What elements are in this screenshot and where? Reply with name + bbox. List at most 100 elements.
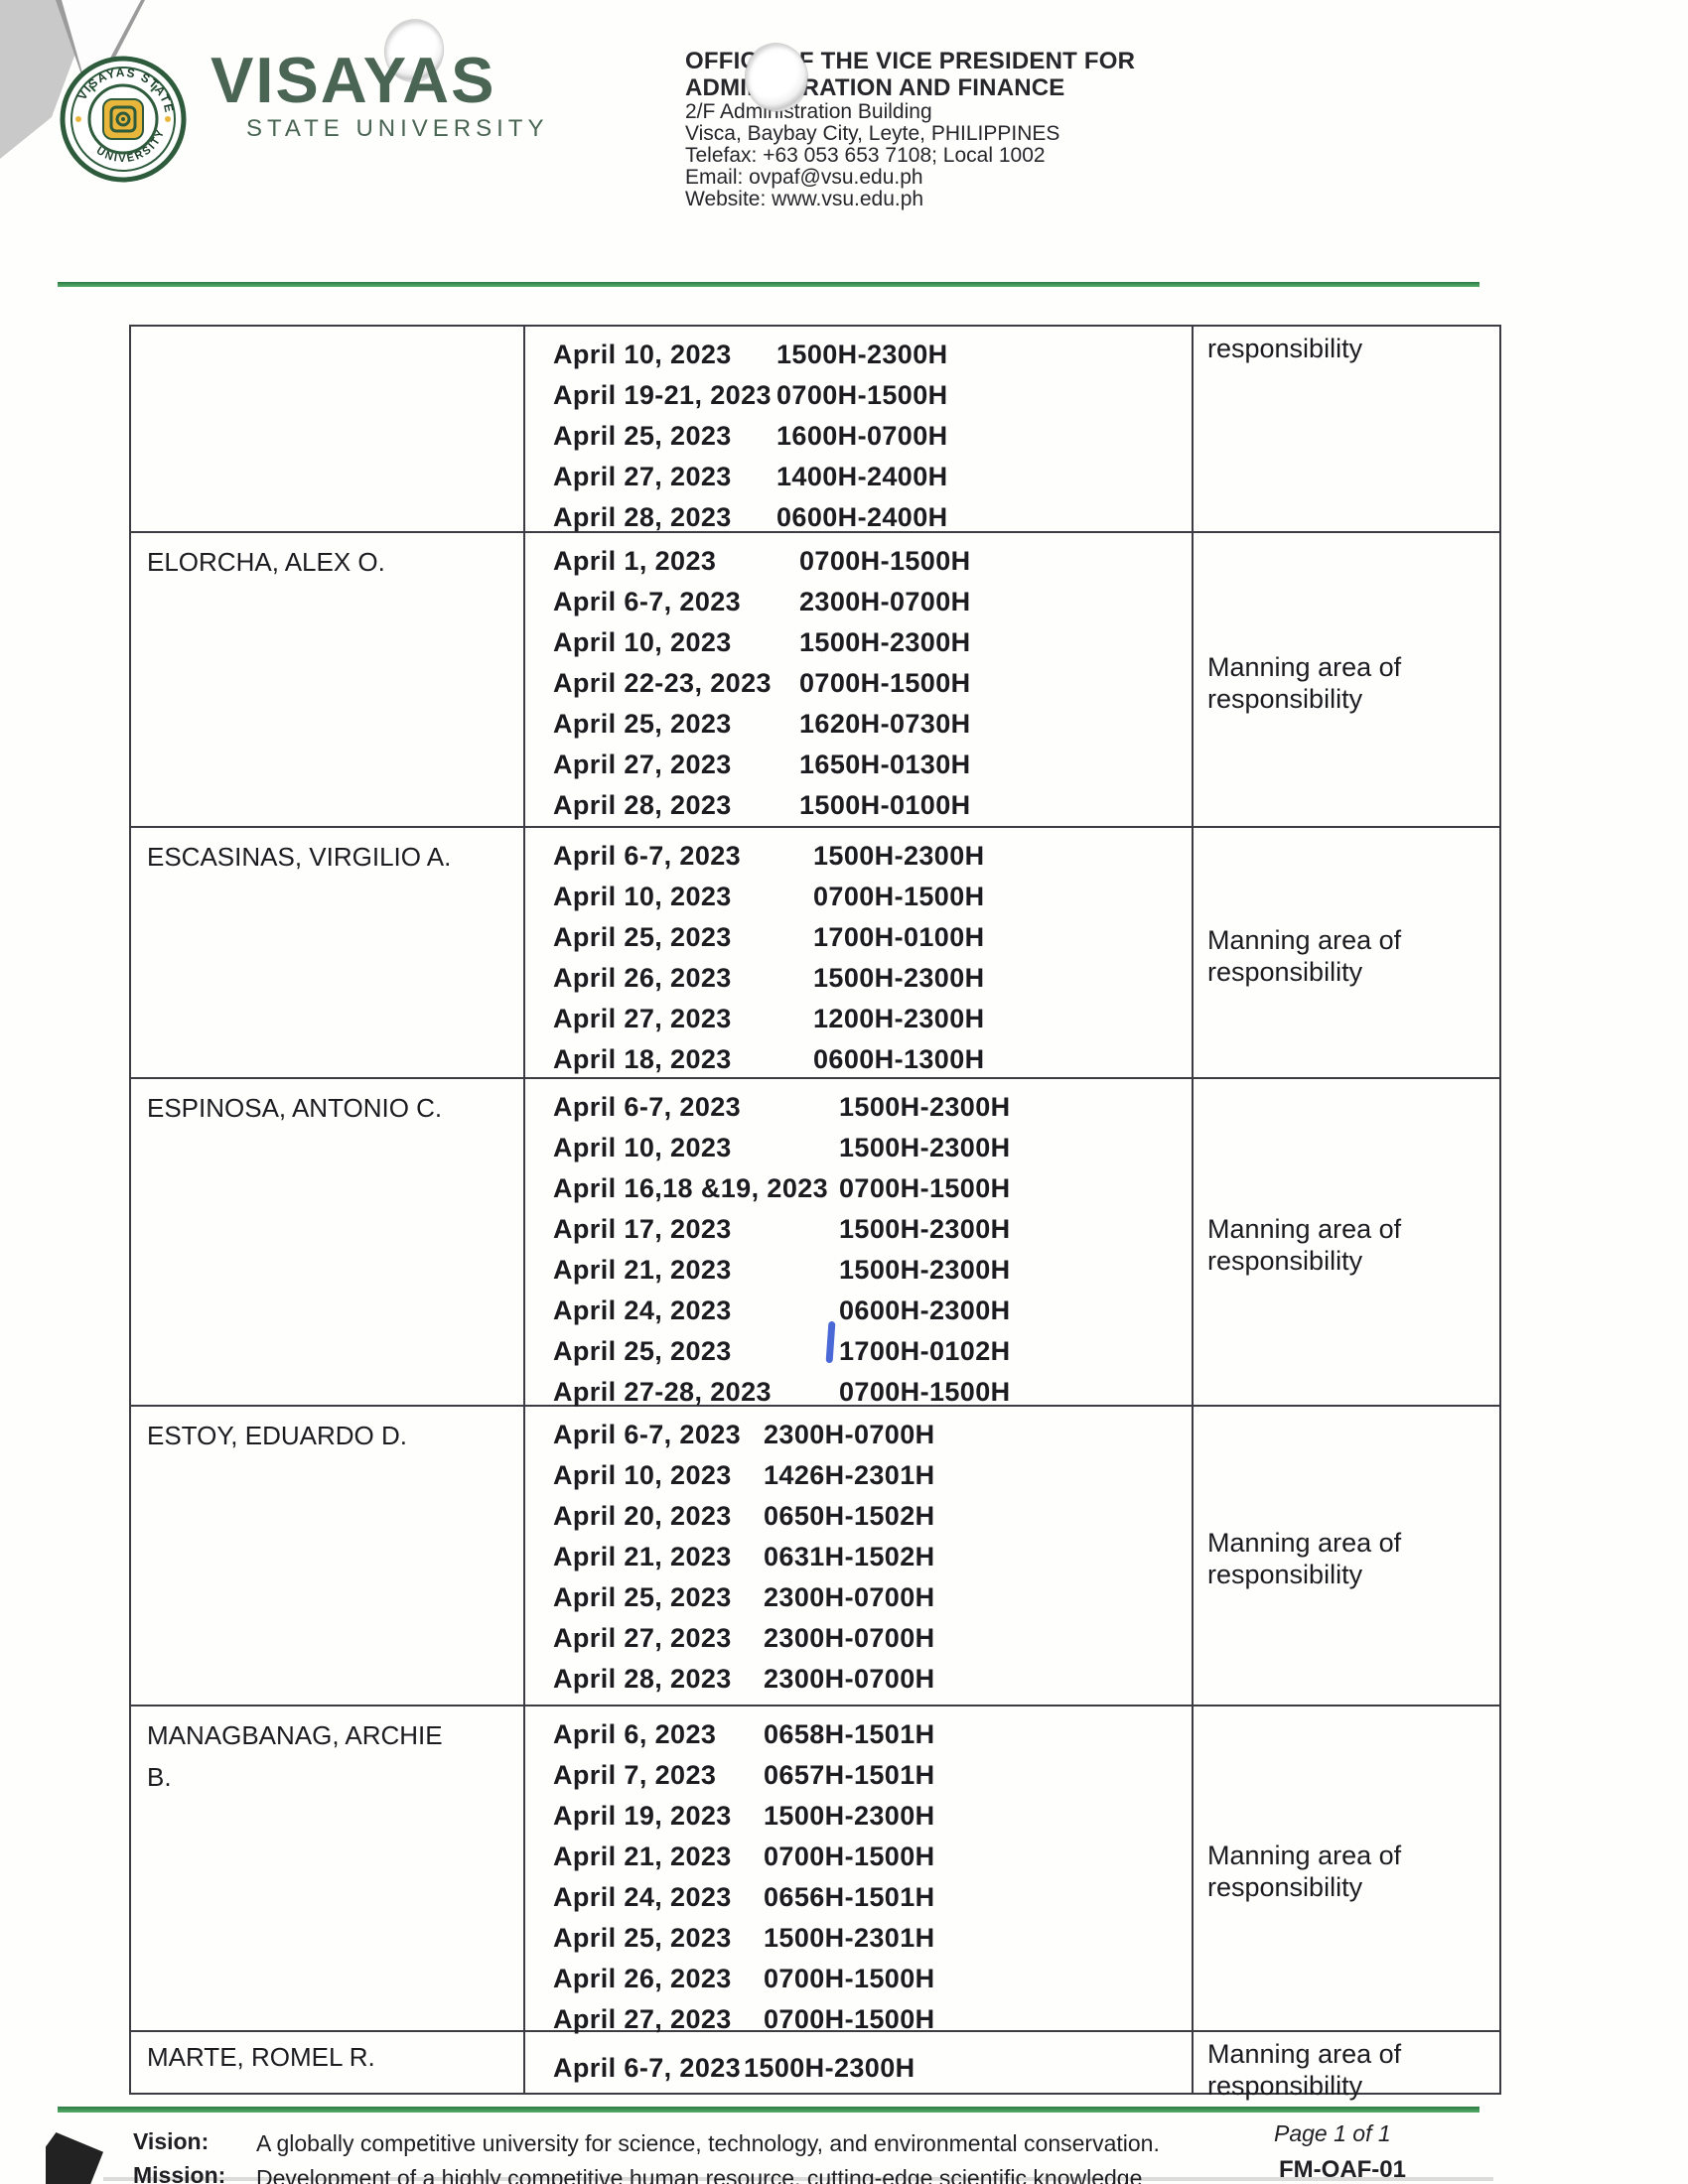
duty-date: April 6-7, 2023	[553, 2053, 742, 2083]
duty-date: April 18, 2023	[553, 1044, 732, 1074]
duty-date: April 28, 2023	[553, 502, 732, 532]
schedule-entry: April 27, 2023 1400H-2400H	[553, 457, 1192, 497]
employee-name-cell: ESCASINAS, VIRGILIO A.	[131, 828, 525, 1077]
schedule-entry: April 6-7, 2023 1500H-2300H	[553, 2048, 1192, 2089]
schedule-entry: April 6, 2023 0658H-1501H	[553, 1714, 1192, 1755]
duty-time: 1600H-0700H	[776, 421, 948, 451]
duty-date: April 25, 2023	[553, 1923, 732, 1953]
duty-date: April 7, 2023	[553, 1760, 717, 1790]
vision-text: A globally competitive university for sc…	[256, 2130, 1160, 2156]
employee-name-cell: MARTE, ROMEL R.	[131, 2032, 525, 2093]
employee-schedule-block: April 10, 2023 1500H-2300H April 19-21, 20…	[131, 327, 1499, 532]
duty-date: April 17, 2023	[553, 1214, 732, 1244]
employee-name-cell	[131, 327, 525, 531]
employee-schedule-block: ESTOY, EDUARDO D. April 6-7, 2023 2300H-0…	[131, 1405, 1499, 1705]
duty-date: April 22-23, 2023	[553, 668, 772, 698]
duty-time: 0700H-1500H	[776, 380, 948, 410]
schedule-entry: April 6-7, 2023 2300H-0700H	[553, 1415, 1192, 1455]
employee-schedule-block: ELORCHA, ALEX O. April 1, 2023 0700H-1500…	[131, 531, 1499, 826]
duty-time: 0700H-1500H	[799, 668, 971, 698]
duty-date: April 25, 2023	[553, 1582, 732, 1612]
duty-time: 1650H-0130H	[799, 750, 971, 779]
duty-date: April 6-7, 2023	[553, 587, 742, 616]
employee-schedule-block: MARTE, ROMEL R. April 6-7, 2023 1500H-230…	[131, 2030, 1499, 2101]
duty-time: 1500H-0100H	[799, 790, 971, 820]
duty-date: April 25, 2023	[553, 421, 732, 451]
office-address-line2: Visca, Baybay City, Leyte, PHILIPPINES	[685, 122, 1060, 145]
duty-date: April 16,18 &19, 2023	[553, 1173, 829, 1203]
office-email: Email: ovpaf@vsu.edu.ph	[685, 166, 923, 189]
employee-name: MANAGBANAG, ARCHIE	[147, 1720, 443, 1750]
duty-date: April 6, 2023	[553, 1719, 717, 1749]
assignment-note-cell: Manning area of responsibility	[1192, 1407, 1499, 1705]
duty-date: April 1, 2023	[553, 546, 717, 576]
duty-date: April 21, 2023	[553, 1842, 732, 1871]
duty-time: 0700H-1500H	[839, 1377, 1011, 1407]
duty-date: April 24, 2023	[553, 1296, 732, 1325]
duty-date: April 10, 2023	[553, 1460, 732, 1490]
duty-schedule-table: April 10, 2023 1500H-2300H April 19-21, 20…	[129, 325, 1501, 2101]
duty-date: April 25, 2023	[553, 1336, 732, 1366]
duty-time: 1500H-2301H	[764, 1923, 935, 1953]
schedule-entry: April 26, 2023 1500H-2300H	[553, 958, 1192, 999]
schedule-entry: April 10, 2023 0700H-1500H	[553, 877, 1192, 917]
employee-name-cell: MANAGBANAG, ARCHIE B.	[131, 1706, 525, 2030]
schedule-entry: April 20, 2023 0650H-1502H	[553, 1496, 1192, 1537]
duty-time: 1500H-2300H	[776, 340, 948, 369]
employee-name-cell: ESTOY, EDUARDO D.	[131, 1407, 525, 1705]
schedule-entry: April 24, 2023 0656H-1501H	[553, 1877, 1192, 1918]
duty-date: April 6-7, 2023	[553, 1092, 742, 1122]
duty-date: April 27, 2023	[553, 750, 732, 779]
employee-name: ESCASINAS, VIRGILIO A.	[147, 842, 452, 872]
mission-label: Mission:	[133, 2162, 226, 2184]
duty-date: April 27, 2023	[553, 462, 732, 491]
assignment-note-cell: Manning area of responsibility	[1192, 2032, 1499, 2101]
duty-date: April 10, 2023	[553, 1133, 732, 1162]
assignment-note: Manning area of responsibility	[1207, 2039, 1402, 2101]
duty-date: April 27, 2023	[553, 2004, 732, 2034]
schedule-entry: April 27-28, 2023 0700H-1500H	[553, 1372, 1192, 1413]
schedule-entry: April 24, 2023 0600H-2300H	[553, 1291, 1192, 1331]
assignment-note: Manning area of responsibility	[1207, 1841, 1402, 1902]
duty-time: 1700H-0100H	[813, 922, 985, 952]
scan-ink-blot	[46, 2132, 103, 2184]
duty-date: April 27-28, 2023	[553, 1377, 772, 1407]
duty-time: 1500H-2300H	[813, 963, 985, 993]
schedule-entry: April 28, 2023 1500H-0100H	[553, 785, 1192, 826]
duty-time: 0600H-1300H	[813, 1044, 985, 1074]
duty-time: 2300H-0700H	[764, 1623, 935, 1653]
duty-time: 2300H-0700H	[799, 587, 971, 616]
duty-time: 1500H-2300H	[839, 1255, 1011, 1285]
schedule-entry: April 19, 2023 1500H-2300H	[553, 1796, 1192, 1837]
duty-time: 1500H-2300H	[839, 1214, 1011, 1244]
duty-date: April 21, 2023	[553, 1255, 732, 1285]
duty-time: 2300H-0700H	[764, 1664, 935, 1694]
schedule-entry: April 25, 2023 1600H-0700H	[553, 416, 1192, 457]
duty-time: 1620H-0730H	[799, 709, 971, 739]
duty-time: 0700H-1500H	[813, 882, 985, 911]
schedule-entry: April 18, 2023 0600H-1300H	[553, 1039, 1192, 1080]
duty-time: 0658H-1501H	[764, 1719, 935, 1749]
employee-schedule-block: ESCASINAS, VIRGILIO A. April 6-7, 2023 15…	[131, 826, 1499, 1077]
duty-date: April 6-7, 2023	[553, 1420, 742, 1449]
form-code: FM-OAF-01	[1279, 2156, 1406, 2183]
duty-time: 0700H-1500H	[764, 1842, 935, 1871]
university-wordmark: VISAYAS STATE UNIVERSITY	[211, 48, 548, 143]
schedule-entry: April 10, 2023 1500H-2300H	[553, 622, 1192, 663]
duty-time: 0650H-1502H	[764, 1501, 935, 1531]
assignment-note-cell: Manning area of responsibility	[1192, 533, 1499, 826]
assignment-note: Manning area of responsibility	[1207, 651, 1402, 714]
schedule-entry: April 10, 2023 1500H-2300H	[553, 335, 1192, 375]
office-telefax: Telefax: +63 053 653 7108; Local 1002	[685, 144, 1046, 167]
schedule-entry: April 16,18 &19, 2023 0700H-1500H	[553, 1168, 1192, 1209]
schedule-entry: April 19-21, 2023 0700H-1500H	[553, 375, 1192, 416]
assignment-note: Manning area of responsibility	[1207, 1528, 1402, 1589]
header-divider-rule	[58, 282, 1479, 287]
assignment-note: Manning area of responsibility	[1207, 924, 1402, 987]
assignment-note-cell: responsibility	[1192, 327, 1499, 531]
schedule-entry: April 10, 2023 1426H-2301H	[553, 1455, 1192, 1496]
duty-time: 0700H-1500H	[764, 1964, 935, 1993]
duty-time: 1500H-2300H	[839, 1092, 1011, 1122]
duty-date: April 25, 2023	[553, 709, 732, 739]
schedule-entry: April 6-7, 2023 1500H-2300H	[553, 836, 1192, 877]
